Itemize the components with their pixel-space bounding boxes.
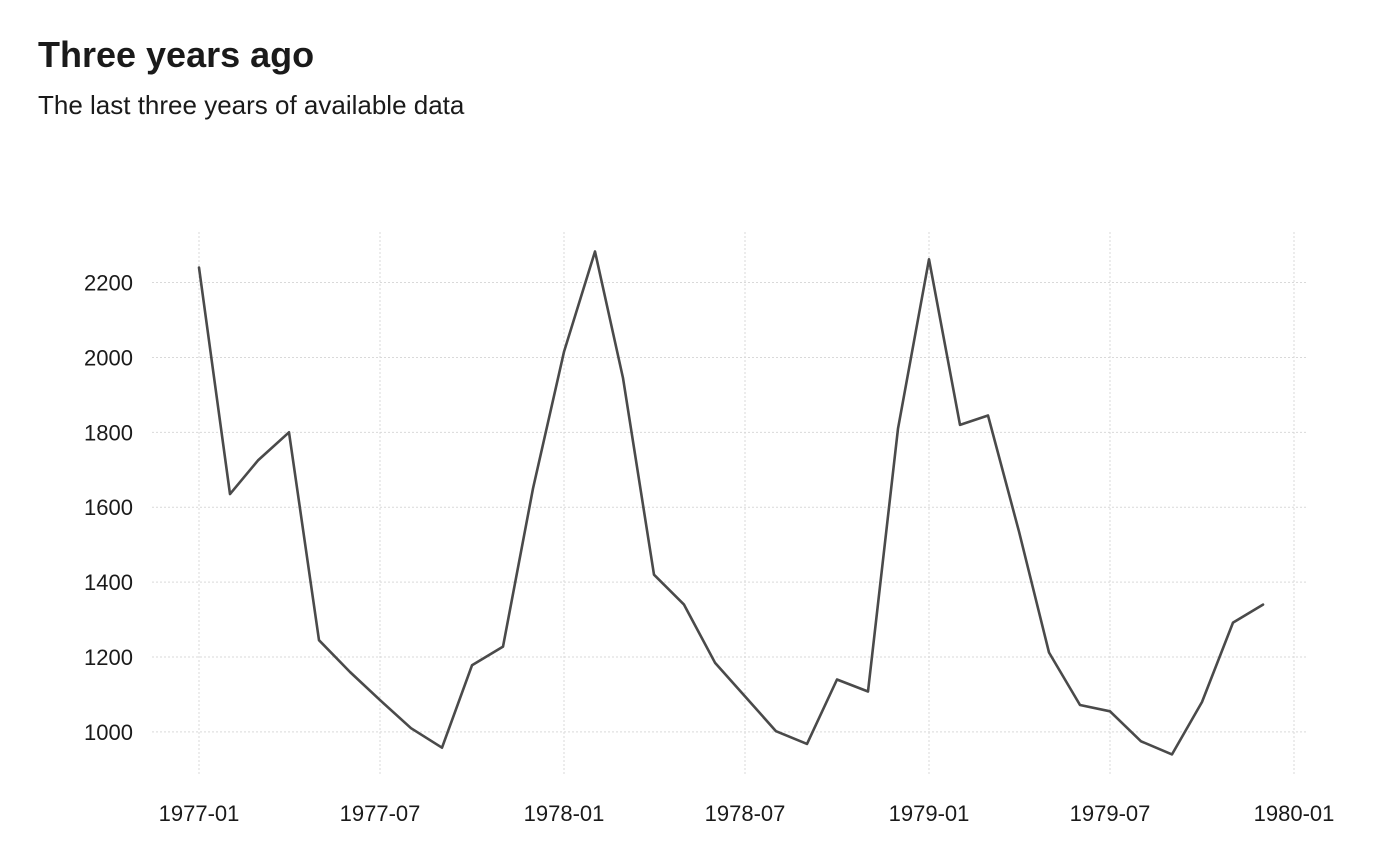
x-tick-label: 1978-07 [705,801,786,826]
y-tick-label: 1400 [84,570,133,595]
x-tick-label: 1977-01 [159,801,240,826]
series-lines [197,250,1265,756]
y-tick-label: 1200 [84,645,133,670]
y-tick-label: 1000 [84,720,133,745]
x-tick-label: 1980-01 [1254,801,1335,826]
chart-title: Three years ago [38,34,315,75]
x-tick-label: 1979-07 [1070,801,1151,826]
x-tick-label: 1978-01 [524,801,605,826]
y-tick-label: 1800 [84,420,133,445]
x-tick-label: 1979-01 [889,801,970,826]
y-tick-label: 2000 [84,345,133,370]
y-axis-tick-labels: 1000 1200 1400 1600 1800 2000 2200 [84,271,133,745]
x-tick-label: 1977-07 [340,801,421,826]
x-axis-tick-labels: 1977-01 1977-07 1978-01 1978-07 1979-01 1979-… [159,801,1335,826]
y-tick-label: 1600 [84,495,133,520]
y-tick-label: 2200 [84,271,133,296]
chart-subtitle: The last three years of available data [38,90,465,120]
grid-lines [152,232,1308,775]
series-line [197,250,1265,756]
